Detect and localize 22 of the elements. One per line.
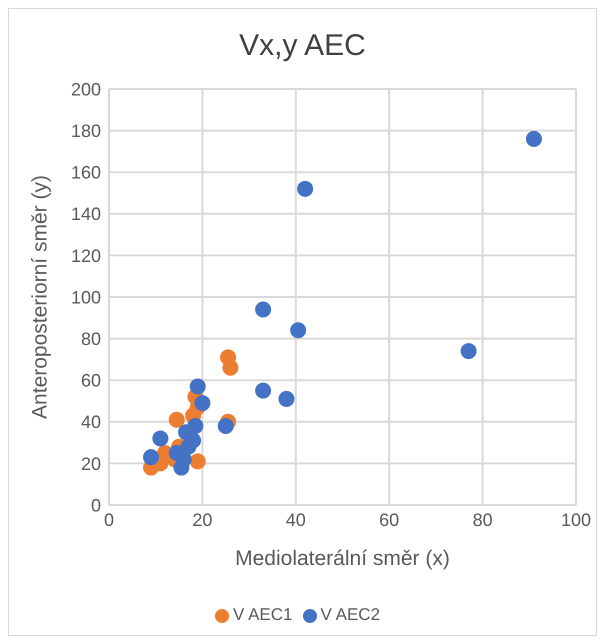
y-tick-label: 40 — [80, 412, 101, 432]
x-tick-label: 0 — [104, 510, 114, 530]
x-axis-title: Mediolaterální směr (x) — [235, 547, 450, 570]
x-tick-label: 100 — [560, 510, 592, 530]
legend-label: V AEC1 — [232, 605, 292, 624]
y-tick-label: 0 — [90, 495, 101, 516]
y-tick-label: 100 — [70, 287, 101, 308]
y-tick-label: 60 — [80, 370, 101, 391]
x-tick-label: 40 — [286, 510, 306, 530]
x-tick-label: 60 — [379, 510, 400, 530]
y-tick-label: 200 — [70, 79, 101, 100]
x-tick-label: 80 — [472, 510, 493, 530]
y-tick-label: 160 — [70, 162, 101, 183]
y-tick-label: 80 — [80, 328, 101, 349]
y-axis-title: Anteroposteriorní směr (y) — [28, 175, 52, 419]
chart-title: Vx,y AEC — [238, 29, 367, 64]
y-tick-label: 140 — [70, 204, 101, 224]
y-tick-label: 120 — [70, 246, 101, 266]
legend-label: V AEC2 — [320, 605, 380, 624]
x-tick-label: 20 — [192, 510, 212, 530]
y-tick-label: 20 — [80, 454, 101, 474]
y-tick-label: 180 — [70, 120, 101, 141]
